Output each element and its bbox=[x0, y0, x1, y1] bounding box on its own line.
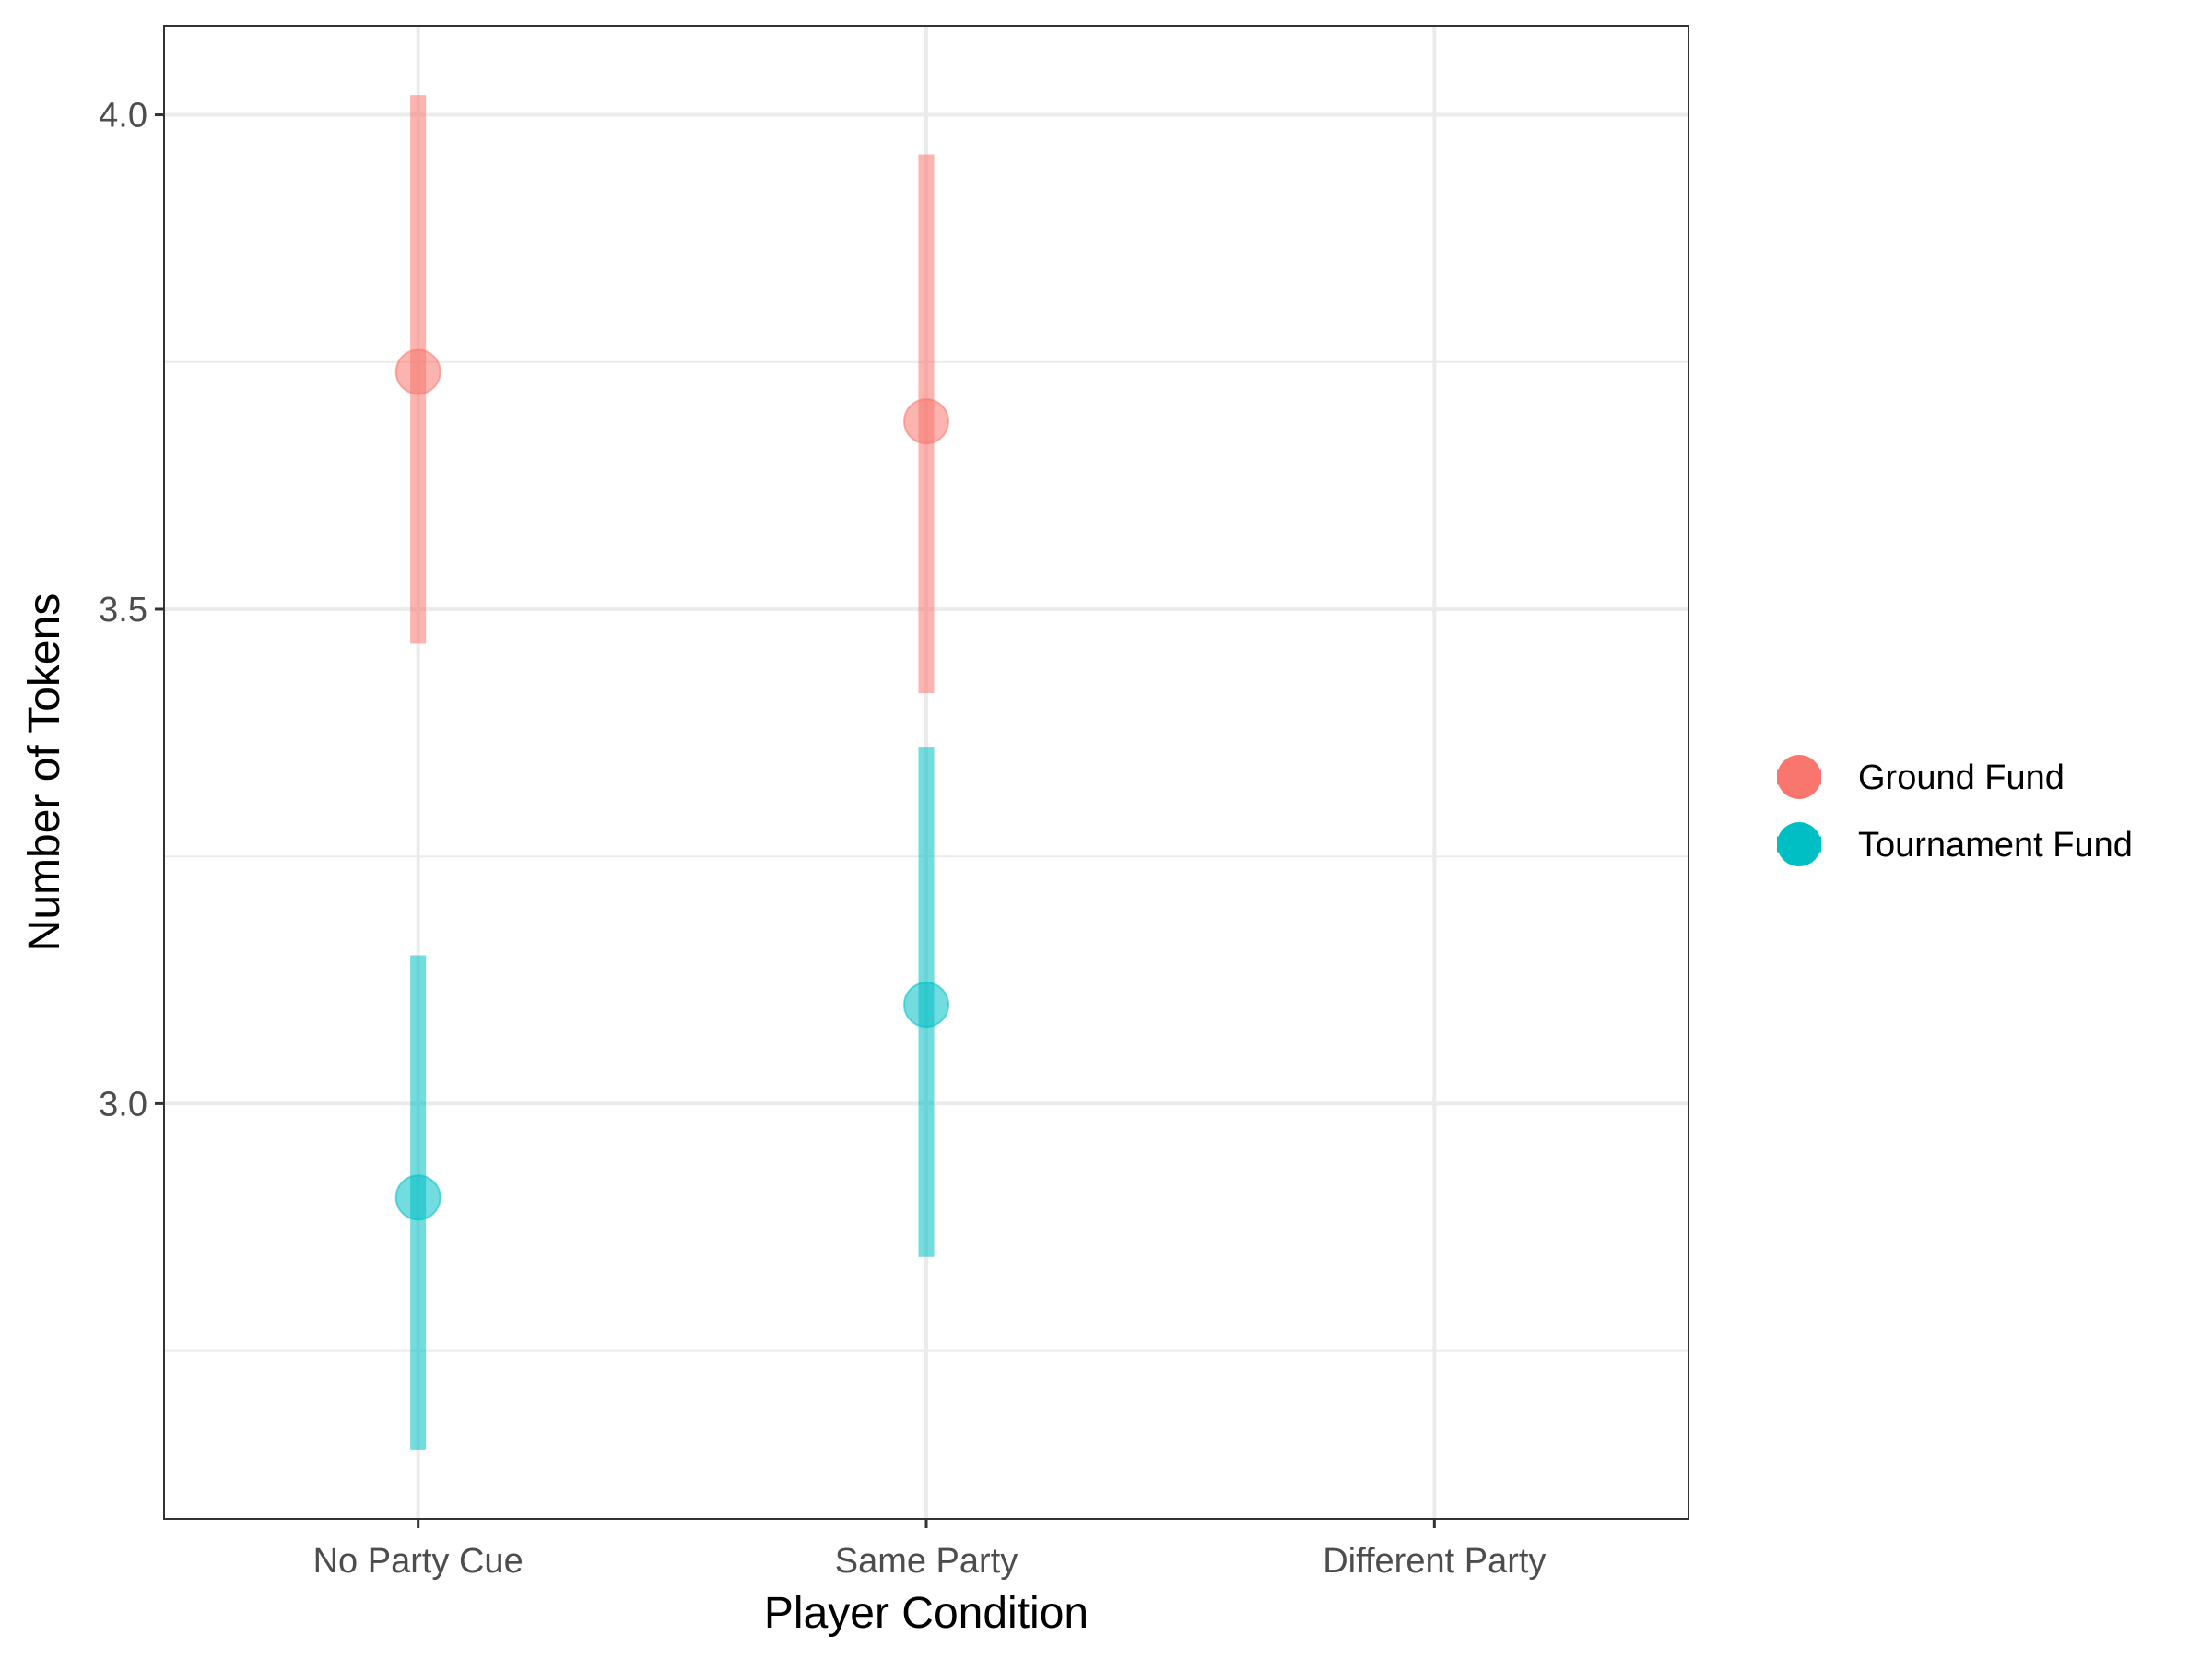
legend-key-point bbox=[1777, 822, 1821, 866]
legend-label: Ground Fund bbox=[1858, 759, 2065, 797]
x-tick-label: No Party Cue bbox=[313, 1542, 524, 1581]
y-tick-label: 3.0 bbox=[99, 1085, 147, 1124]
data-marks bbox=[394, 95, 949, 1450]
y-tick-label: 3.5 bbox=[99, 591, 147, 629]
y-tick-label: 4.0 bbox=[99, 97, 147, 135]
legend-label: Tournament Fund bbox=[1858, 826, 2133, 865]
x-axis-title: Player Condition bbox=[764, 1589, 1088, 1638]
axes: 3.0 3.5 4.0 No Party Cue Same Party Different… bbox=[99, 97, 1546, 1581]
x-tick-label: Same Party bbox=[835, 1542, 1018, 1581]
data-point bbox=[903, 982, 949, 1029]
legend-key-point bbox=[1777, 755, 1821, 799]
data-point bbox=[903, 398, 949, 445]
y-axis-title: Number of Tokens bbox=[20, 594, 69, 952]
data-point bbox=[394, 1174, 441, 1221]
x-tick-label: Different Party bbox=[1323, 1542, 1546, 1581]
legend: Ground Fund Tournament Fund bbox=[1777, 755, 2133, 866]
data-point bbox=[394, 348, 441, 395]
